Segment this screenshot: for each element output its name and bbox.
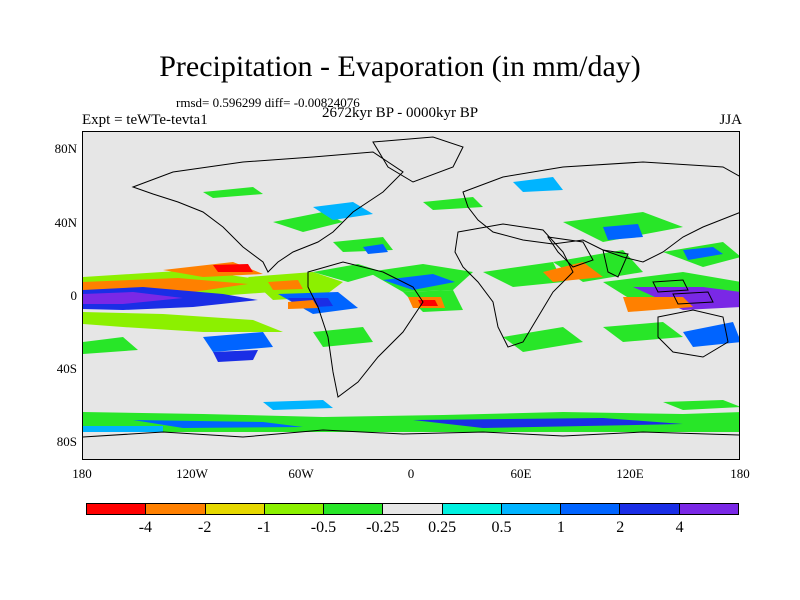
stats-label: rmsd= 0.596299 diff= -0.00824076 — [176, 95, 360, 110]
experiment-label: Expt = teWTe-tevta1 — [82, 112, 208, 128]
x-label-0: 0 — [407, 466, 415, 481]
colorbar-label: -0.5 — [310, 519, 337, 536]
x-label-60w: 60W — [288, 466, 314, 481]
colorbar-label: -1 — [257, 519, 271, 536]
y-label-0: 0 — [70, 288, 78, 303]
y-label-40n: 40N — [54, 215, 77, 230]
x-label-180w: 180 — [72, 466, 92, 481]
map-frame — [82, 131, 740, 460]
colorbar-label: 2 — [616, 519, 625, 536]
plot-title: Precipitation - Evaporation (in mm/day) — [159, 50, 641, 83]
colorbar-swatch — [561, 504, 621, 514]
colorbar — [86, 503, 739, 515]
colorbar-swatch — [679, 504, 738, 514]
colorbar-swatch — [87, 504, 147, 514]
colorbar-swatch — [264, 504, 325, 514]
colorbar-swatch — [620, 504, 680, 514]
x-label-180e: 180 — [730, 466, 750, 481]
colorbar-swatch — [205, 504, 265, 514]
y-label-40s: 40S — [56, 361, 77, 376]
anomaly-field — [83, 177, 739, 432]
y-label-80n: 80N — [54, 141, 77, 156]
x-label-60e: 60E — [510, 466, 532, 481]
colorbar-label: -0.25 — [366, 519, 400, 536]
colorbar-swatch — [501, 504, 562, 514]
colorbar-label: 1 — [556, 519, 565, 536]
colorbar-label: 0.25 — [428, 519, 457, 536]
period-label: 2672kyr BP - 0000kyr BP — [321, 105, 479, 121]
map-svg — [83, 136, 739, 438]
colorbar-label: -4 — [138, 519, 153, 536]
colorbar-swatch — [442, 504, 502, 514]
season-label: JJA — [719, 112, 742, 128]
colorbar-label: -2 — [198, 519, 212, 536]
colorbar-label: 0.5 — [491, 519, 512, 536]
x-label-120w: 120W — [176, 466, 208, 481]
x-label-120e: 120E — [616, 466, 644, 481]
colorbar-swatch — [324, 504, 384, 514]
coastlines — [83, 136, 739, 438]
colorbar-label: 4 — [675, 519, 684, 536]
y-label-80s: 80S — [56, 434, 77, 449]
colorbar-swatch — [383, 504, 443, 514]
colorbar-swatch — [146, 504, 206, 514]
